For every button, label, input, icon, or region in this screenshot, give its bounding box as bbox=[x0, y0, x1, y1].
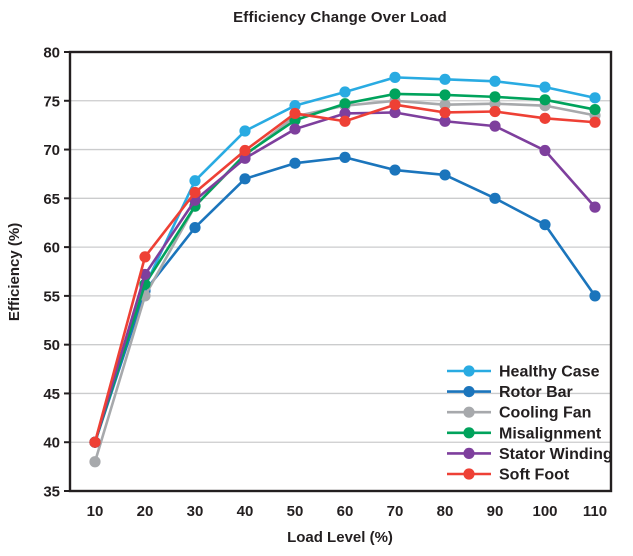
data-point-healthy-case bbox=[239, 125, 251, 137]
y-tick-label: 75 bbox=[43, 93, 60, 110]
x-tick-label: 90 bbox=[487, 503, 504, 520]
y-tick-label: 60 bbox=[43, 240, 60, 257]
data-point-soft-foot bbox=[589, 116, 601, 128]
y-axis-label: Efficiency (%) bbox=[6, 223, 23, 321]
y-tick-label: 35 bbox=[43, 484, 60, 501]
data-point-rotor-bar bbox=[539, 219, 551, 231]
y-tick-label: 50 bbox=[43, 337, 60, 354]
legend-label-healthy-case: Healthy Case bbox=[499, 364, 600, 381]
legend-label-misalignment: Misalignment bbox=[499, 425, 602, 442]
legend-marker-dot-misalignment bbox=[463, 427, 475, 439]
y-tick-label: 55 bbox=[43, 288, 60, 305]
data-point-soft-foot bbox=[339, 115, 351, 127]
data-point-misalignment bbox=[539, 94, 551, 106]
x-tick-label: 80 bbox=[437, 503, 454, 520]
data-point-soft-foot bbox=[289, 107, 301, 120]
data-point-misalignment bbox=[389, 88, 401, 100]
data-point-healthy-case bbox=[589, 92, 601, 104]
y-tick-label: 80 bbox=[43, 45, 60, 62]
y-tick-label: 65 bbox=[43, 191, 60, 208]
data-point-misalignment bbox=[489, 91, 501, 103]
data-point-rotor-bar bbox=[389, 164, 401, 176]
x-tick-label: 70 bbox=[387, 503, 404, 520]
data-point-stator-winding bbox=[239, 152, 251, 164]
data-point-healthy-case bbox=[439, 73, 451, 85]
data-point-soft-foot bbox=[539, 112, 551, 124]
legend-label-rotor-bar: Rotor Bar bbox=[499, 384, 573, 401]
legend-marker-dot-soft-foot bbox=[463, 468, 475, 480]
legend-marker-dot-healthy-case bbox=[463, 365, 475, 377]
data-point-rotor-bar bbox=[189, 222, 201, 234]
x-tick-label: 50 bbox=[287, 503, 304, 520]
data-point-soft-foot bbox=[239, 144, 251, 157]
x-axis-label: Load Level (%) bbox=[287, 529, 393, 546]
data-point-misalignment bbox=[589, 103, 601, 116]
data-point-cooling-fan bbox=[439, 99, 451, 111]
x-tick-label: 20 bbox=[137, 503, 154, 520]
x-tick-label: 40 bbox=[237, 503, 254, 520]
legend-label-soft-foot: Soft Foot bbox=[499, 467, 570, 484]
data-point-stator-winding bbox=[539, 144, 551, 157]
data-point-rotor-bar bbox=[589, 290, 601, 302]
legend-marker-dot-cooling-fan bbox=[463, 406, 475, 418]
y-tick-label: 40 bbox=[43, 435, 60, 452]
x-tick-label: 60 bbox=[337, 503, 354, 520]
data-point-stator-winding bbox=[439, 115, 451, 127]
data-point-stator-winding bbox=[589, 201, 601, 213]
data-point-stator-winding bbox=[489, 120, 501, 132]
data-point-healthy-case bbox=[539, 81, 551, 93]
x-tick-label: 110 bbox=[583, 503, 607, 520]
data-point-soft-foot bbox=[439, 106, 451, 119]
data-point-misalignment bbox=[339, 98, 351, 110]
x-tick-label: 10 bbox=[87, 503, 104, 520]
data-point-healthy-case bbox=[389, 71, 401, 83]
data-point-soft-foot bbox=[489, 105, 501, 118]
legend-marker-dot-rotor-bar bbox=[463, 386, 475, 398]
x-tick-label: 100 bbox=[532, 503, 557, 520]
y-tick-label: 45 bbox=[43, 386, 60, 403]
plot-area: 35 40 45 50 55 60 65 70 75 80 10 20 30 40 50 60 70 80 90 10… bbox=[43, 45, 612, 521]
plot-frame bbox=[68, 50, 613, 493]
legend-marker-dot-stator-winding bbox=[463, 447, 475, 459]
data-point-rotor-bar bbox=[439, 169, 451, 181]
data-point-healthy-case bbox=[489, 75, 501, 87]
data-point-stator-winding bbox=[339, 107, 351, 120]
data-point-healthy-case bbox=[189, 175, 201, 187]
data-point-stator-winding bbox=[389, 106, 401, 119]
data-point-rotor-bar bbox=[289, 157, 301, 169]
data-point-healthy-case bbox=[289, 100, 301, 112]
x-tick-label: 30 bbox=[187, 503, 204, 520]
chart-title: Efficiency Change Over Load bbox=[233, 9, 447, 26]
legend-label-cooling-fan: Cooling Fan bbox=[499, 405, 591, 422]
data-point-cooling-fan bbox=[89, 456, 101, 468]
data-point-soft-foot bbox=[89, 436, 101, 448]
data-point-soft-foot bbox=[389, 99, 401, 111]
legend-label-stator-winding: Stator Winding bbox=[499, 446, 613, 463]
data-point-rotor-bar bbox=[339, 151, 351, 163]
data-point-rotor-bar bbox=[489, 192, 501, 204]
data-point-soft-foot bbox=[189, 186, 201, 199]
data-point-misalignment bbox=[439, 89, 451, 101]
data-point-soft-foot bbox=[139, 251, 151, 263]
y-tick-label: 70 bbox=[43, 142, 60, 159]
data-point-rotor-bar bbox=[239, 173, 251, 185]
data-point-healthy-case bbox=[339, 86, 351, 98]
data-point-stator-winding bbox=[289, 123, 301, 135]
